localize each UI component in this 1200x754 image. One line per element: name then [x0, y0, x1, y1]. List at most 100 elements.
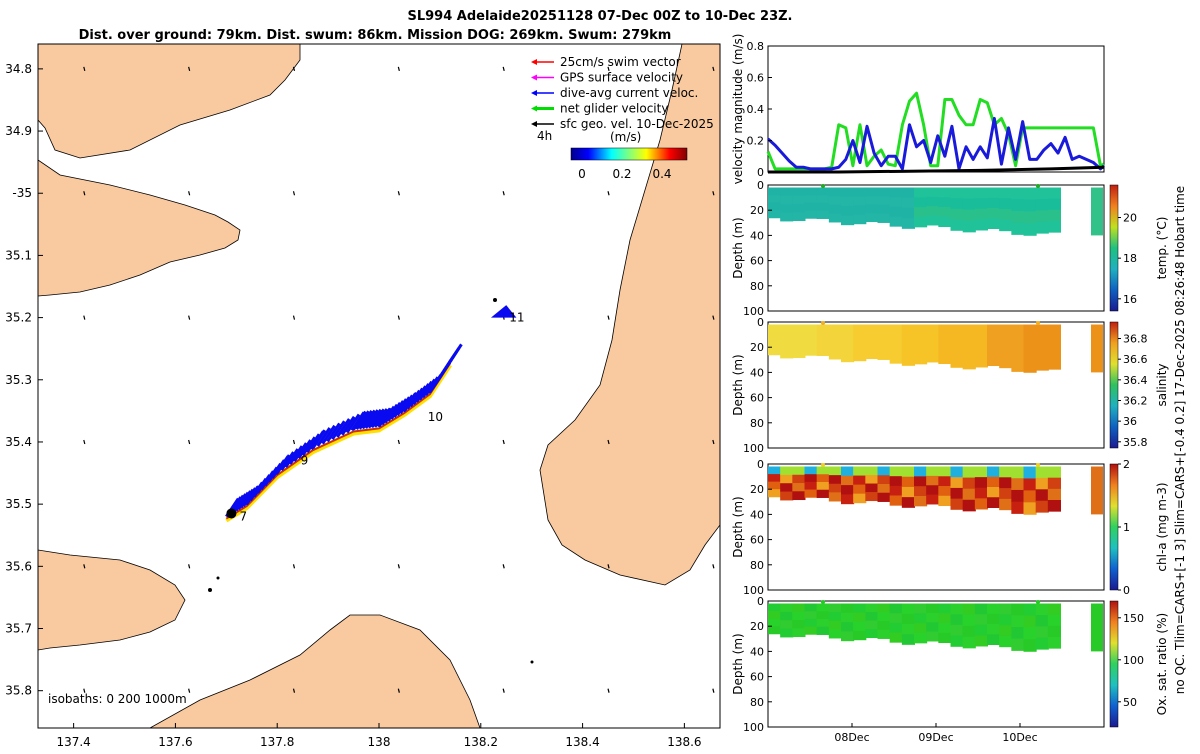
land-south — [149, 614, 481, 728]
velocity-panel: 0 0.2 0.4 0.6 0.8 velocity magnitude (m/s) — [731, 34, 1105, 184]
profile-cell — [962, 636, 976, 649]
profile-cell — [938, 207, 952, 218]
current-vector — [389, 400, 405, 420]
profile-cell — [962, 477, 976, 490]
geo-vel-mark — [397, 564, 400, 569]
profile-cell — [889, 343, 903, 355]
profile-cell — [974, 187, 988, 199]
profile-cell — [938, 216, 952, 228]
profile-y-tick-label: 0 — [757, 458, 764, 471]
profile-panel-temperature: 0 20 40 60 80 100 Depth (m) 16 18 20 temp. (°C) — [731, 179, 1169, 318]
profile-cell — [780, 611, 794, 621]
profile-cell — [889, 613, 903, 624]
surface-marker — [1036, 463, 1040, 467]
profile-cell — [816, 626, 830, 635]
current-vector — [326, 422, 341, 443]
geo-vel-mark — [502, 66, 505, 72]
day-labels: 7 9 10 11 — [239, 311, 524, 524]
profile-cell — [853, 214, 867, 225]
profile-cell — [792, 474, 806, 484]
profile-cell — [841, 485, 855, 495]
land-northwest — [38, 44, 301, 159]
profile-cell — [780, 603, 794, 613]
profile-cell — [804, 603, 818, 612]
current-vector — [380, 405, 396, 426]
profile-y-tick-label: 80 — [750, 696, 764, 709]
profile-cell — [877, 466, 891, 476]
profile-cell — [1023, 615, 1037, 628]
profile-cell — [865, 629, 879, 639]
profile-cell — [974, 624, 988, 636]
legend-arrowhead — [531, 59, 537, 65]
profile-cell — [792, 483, 806, 492]
profile-cell — [889, 206, 903, 218]
profile-cell — [877, 213, 891, 223]
profile-cell — [768, 466, 782, 475]
profile-cell — [853, 484, 867, 495]
profile-cell — [889, 603, 903, 614]
map-x-tick-label: 137.8 — [260, 735, 294, 749]
profile-cell — [828, 187, 842, 197]
geo-vel-mark — [607, 191, 610, 196]
profile-y-tick-label: 100 — [743, 305, 764, 318]
profile-cell — [914, 197, 928, 208]
profile-cell — [914, 496, 928, 507]
profile-cell — [768, 339, 782, 348]
geo-vel-mark — [712, 439, 715, 445]
profile-cell — [1035, 210, 1049, 223]
map-y-tick-label: 35.5 — [5, 497, 32, 511]
profile-y-tick-label: 60 — [750, 534, 764, 547]
profile-cell — [950, 324, 964, 336]
current-vector — [352, 410, 367, 431]
land-southwest — [38, 549, 186, 651]
colorbar-tick-label: 36.6 — [1123, 353, 1148, 366]
profile-cell — [792, 611, 806, 621]
profile-y-tick-label: 40 — [750, 508, 764, 521]
profile-cell — [926, 343, 940, 354]
profile-cell — [1011, 222, 1025, 235]
profile-cell — [962, 335, 976, 348]
profile-cell — [889, 334, 903, 345]
profile-cell — [987, 197, 1001, 209]
profile-cell — [1011, 489, 1025, 503]
profile-cell — [974, 208, 988, 220]
profile-cell — [780, 324, 794, 334]
profile-cell — [841, 324, 855, 335]
geo-vel-mark — [188, 688, 191, 693]
profile-cell — [901, 623, 915, 635]
profile-cell — [950, 603, 964, 615]
map-y-tick-label: 35.7 — [5, 622, 32, 636]
profile-cell — [828, 341, 842, 351]
profile-y-tick-label: 60 — [750, 671, 764, 684]
profile-cell — [926, 187, 940, 198]
profile-cell — [974, 198, 988, 210]
colorbar-tick-2: 0.4 — [652, 167, 671, 181]
profile-cell — [1047, 477, 1061, 490]
colorbar-tick-label: 150 — [1123, 612, 1144, 625]
profile-cell — [780, 187, 794, 197]
profile-cell — [1035, 324, 1049, 337]
map-x-tick-label: 137.4 — [56, 735, 90, 749]
profile-cell — [999, 635, 1013, 648]
profile-panel-salinity: 0 20 40 60 80 100 Depth (m) 35.8 36 36.2 36.4 36.6 3… — [731, 316, 1169, 455]
profile-cell — [1011, 187, 1025, 200]
current-vector — [331, 420, 346, 441]
current-vector — [361, 409, 376, 430]
surface-marker — [821, 184, 825, 188]
time-axis: 08Dec 09Dec 10Dec — [834, 723, 1038, 744]
profile-cell — [1035, 221, 1049, 234]
profile-cell — [768, 202, 782, 211]
geo-vel-mark — [188, 191, 191, 196]
profile-cell — [914, 613, 928, 624]
profile-cell — [974, 603, 988, 615]
profile-cell — [938, 466, 952, 477]
map-y-tick-label: 35.2 — [5, 311, 32, 325]
profile-cell — [780, 341, 794, 351]
geo-vel-mark — [712, 688, 715, 693]
colorbar-tick-label: 2 — [1123, 458, 1130, 471]
profile-cell — [841, 343, 855, 353]
profile-cell — [804, 324, 818, 333]
profile-cell — [926, 196, 940, 207]
profile-cell — [828, 350, 842, 360]
map-x-tick-label: 138 — [368, 735, 391, 749]
